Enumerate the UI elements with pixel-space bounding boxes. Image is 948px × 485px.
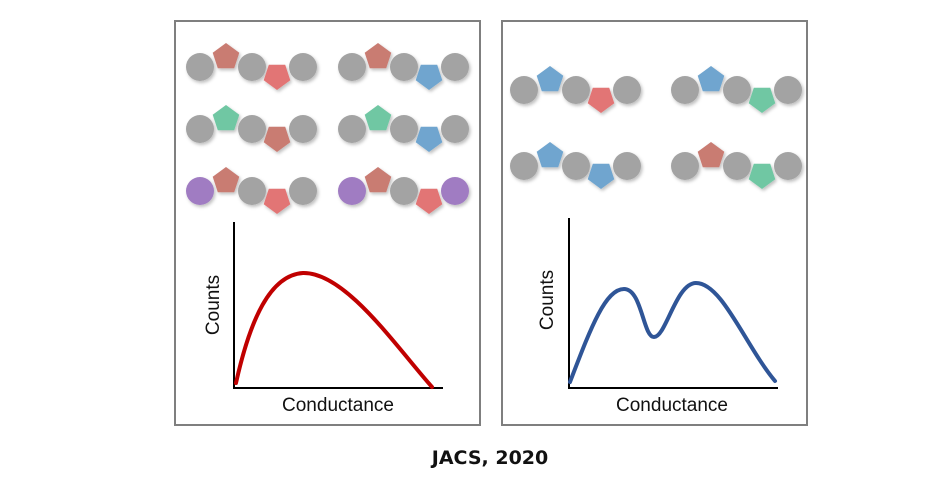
right-molecule [510,66,641,113]
gray-sphere [671,76,699,104]
purple-sphere [338,177,366,205]
green-pentagon [748,163,776,189]
brown-pentagon [364,43,392,69]
brown-pentagon [364,167,392,193]
left-molecule [338,167,469,214]
gray-sphere [289,177,317,205]
left-xlabel: Conductance [282,395,394,416]
gray-sphere [441,53,469,81]
gray-sphere [723,76,751,104]
green-pentagon [364,105,392,131]
citation-caption: JACS, 2020 [431,447,549,469]
purple-sphere [186,177,214,205]
gray-sphere [238,53,266,81]
gray-sphere [289,53,317,81]
right-molecule [671,142,802,189]
left-ylabel: Counts [203,275,224,335]
gray-sphere [562,76,590,104]
brown-pentagon [212,167,240,193]
gray-sphere [510,76,538,104]
red-pentagon [263,64,291,90]
blue-pentagon [536,66,564,92]
gray-sphere [562,152,590,180]
left-molecule [338,105,469,152]
left-molecule [186,43,317,90]
gray-sphere [238,177,266,205]
gray-sphere [390,177,418,205]
green-pentagon [748,87,776,113]
red-pentagon [587,87,615,113]
right-panel-frame [501,20,808,426]
left-distribution-curve [234,270,434,389]
left-chart: Conductance Counts [203,222,443,416]
gray-sphere [338,53,366,81]
right-distribution-curve [568,280,777,384]
gray-sphere [441,115,469,143]
gray-sphere [338,115,366,143]
red-pentagon [415,188,443,214]
blue-pentagon [415,64,443,90]
left-molecule [338,43,469,90]
gray-sphere [390,53,418,81]
left-molecule [186,105,317,152]
gray-sphere [186,115,214,143]
brown-pentagon [697,142,725,168]
gray-sphere [613,152,641,180]
purple-sphere [441,177,469,205]
green-pentagon [212,105,240,131]
gray-sphere [510,152,538,180]
gray-sphere [774,76,802,104]
left-molecule [186,167,317,214]
blue-pentagon [587,163,615,189]
right-xlabel: Conductance [616,395,728,416]
gray-sphere [390,115,418,143]
gray-sphere [186,53,214,81]
right-chart: Conductance Counts [537,218,778,416]
gray-sphere [238,115,266,143]
gray-sphere [723,152,751,180]
red-pentagon [263,188,291,214]
brown-pentagon [212,43,240,69]
gray-sphere [671,152,699,180]
blue-pentagon [536,142,564,168]
brown-pentagon [263,126,291,152]
right-molecule [510,142,641,189]
blue-pentagon [415,126,443,152]
gray-sphere [289,115,317,143]
blue-pentagon [697,66,725,92]
gray-sphere [774,152,802,180]
molecules [186,43,802,214]
right-ylabel: Counts [537,270,558,330]
right-molecule [671,66,802,113]
left-panel-frame [174,20,481,426]
gray-sphere [613,76,641,104]
